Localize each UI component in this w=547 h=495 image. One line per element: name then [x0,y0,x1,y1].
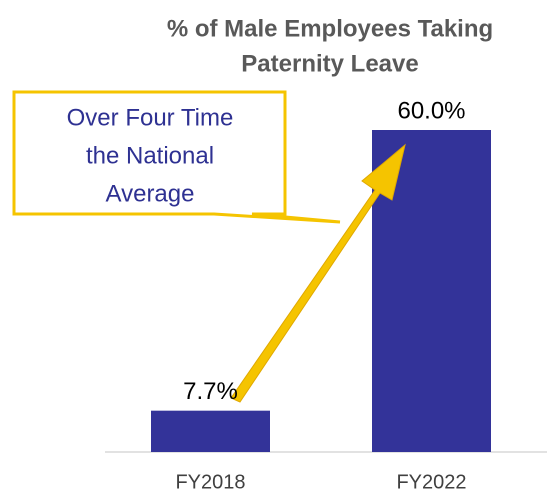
bar [151,410,270,452]
arrow [230,143,406,403]
callout-box [12,90,341,224]
value-label: 60.0% [397,97,465,124]
annotation: Average [106,180,195,207]
chart-title: Paternity Leave [241,50,418,77]
annotation: the National [86,142,214,169]
x-tick-label: FY2018 [175,471,245,493]
chart-title: % of Male Employees Taking [167,15,493,42]
annotation: Over Four Time [67,104,234,131]
x-tick-label: FY2022 [396,471,466,493]
value-label: 7.7% [183,378,238,405]
